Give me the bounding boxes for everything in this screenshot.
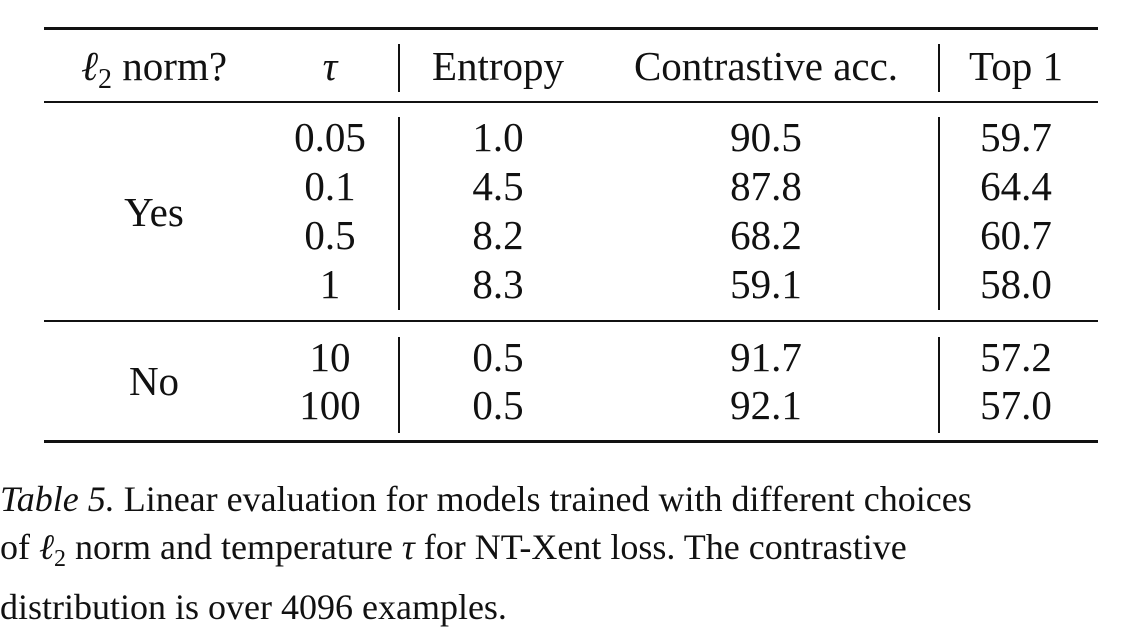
table-group-rule	[44, 320, 1098, 322]
header-vrule-left	[398, 44, 400, 92]
tau-cell: 0.05	[294, 114, 366, 160]
tau-cell: 0.1	[304, 163, 356, 209]
entropy-cell: 8.2	[472, 212, 524, 258]
contrastive-acc-cell: 90.5	[730, 114, 802, 160]
no-vrule-right	[938, 337, 940, 433]
contrastive-acc-cell: 91.7	[730, 334, 802, 380]
header-entropy: Entropy	[431, 43, 565, 89]
caption-line-1: Table 5. Linear evaluation for models tr…	[0, 479, 972, 519]
no-vrule-left	[398, 337, 400, 433]
header-top1: Top 1	[969, 43, 1063, 89]
tau-cell: 10	[309, 334, 351, 380]
table-top-rule	[44, 27, 1098, 30]
table-header-rule	[44, 101, 1098, 103]
contrastive-acc-cell: 59.1	[730, 261, 802, 307]
top1-cell: 59.7	[980, 114, 1052, 160]
entropy-cell: 1.0	[472, 114, 524, 160]
header-contrastive-acc: Contrastive acc.	[633, 43, 899, 89]
caption-line-3: distribution is over 4096 examples.	[0, 587, 507, 627]
table-bottom-rule	[44, 440, 1098, 443]
entropy-cell: 4.5	[472, 163, 524, 209]
tau-cell: 1	[319, 261, 341, 307]
top1-cell: 60.7	[980, 212, 1052, 258]
entropy-cell: 8.3	[472, 261, 524, 307]
header-vrule-right	[938, 44, 940, 92]
contrastive-acc-cell: 87.8	[730, 163, 802, 209]
top1-cell: 58.0	[980, 261, 1052, 307]
yes-vrule-left	[398, 117, 400, 310]
top1-cell: 57.2	[980, 334, 1052, 380]
table-caption: Table 5. Linear evaluation for models tr…	[0, 475, 1144, 631]
caption-label: Table 5.	[0, 479, 115, 519]
contrastive-acc-cell: 92.1	[730, 382, 802, 428]
contrastive-acc-cell: 68.2	[730, 212, 802, 258]
entropy-cell: 0.5	[472, 334, 524, 380]
header-l2-norm: ℓ2 norm?	[80, 43, 228, 96]
top1-cell: 57.0	[980, 382, 1052, 428]
caption-line-2: of ℓ2 norm and temperature τ for NT-Xent…	[0, 527, 907, 572]
tau-cell: 100	[299, 382, 361, 428]
entropy-cell: 0.5	[472, 382, 524, 428]
yes-vrule-right	[938, 117, 940, 310]
group-label-no: No	[128, 358, 180, 404]
top1-cell: 64.4	[980, 163, 1052, 209]
tau-cell: 0.5	[304, 212, 356, 258]
group-label-yes: Yes	[124, 189, 184, 235]
header-tau: τ	[322, 43, 338, 89]
